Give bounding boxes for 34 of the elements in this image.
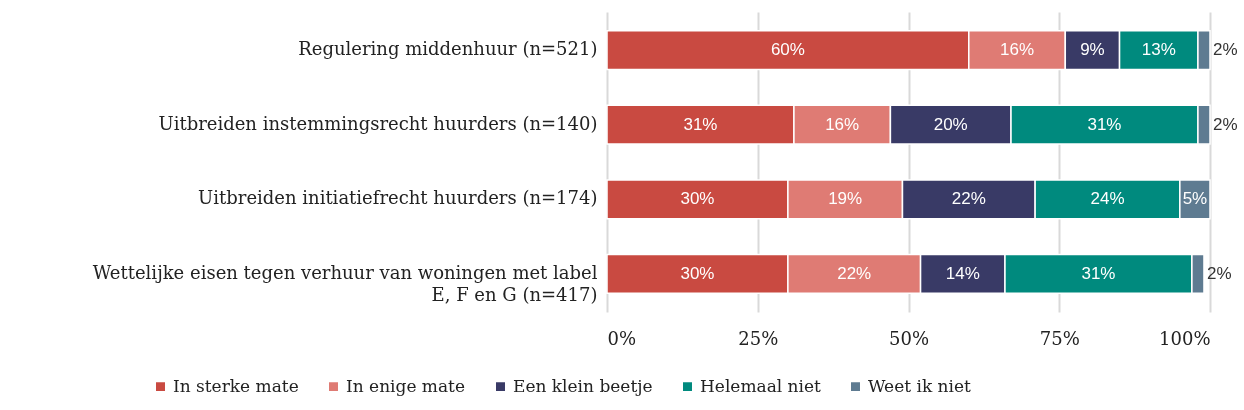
x-tick-label: 0% [607, 327, 637, 349]
data-label: 2% [1213, 114, 1238, 134]
data-label: 30% [680, 189, 715, 209]
data-label: 31% [1087, 114, 1122, 134]
y-tick-label: Uitbreiden initiatiefrecht huurders (n=174) [198, 187, 598, 209]
legend-label: In sterke mate [173, 375, 299, 396]
data-label: 31% [683, 114, 718, 134]
x-tick-label: 25% [738, 327, 779, 349]
data-label: 16% [1000, 40, 1035, 60]
x-tick-label: 50% [888, 327, 930, 349]
legend-label: Weet ik niet [868, 375, 972, 396]
data-label: 30% [680, 263, 715, 283]
data-label: 24% [1090, 189, 1125, 209]
data-label: 31% [1081, 263, 1116, 283]
data-label: 9% [1080, 40, 1105, 60]
data-label: 20% [933, 114, 968, 134]
data-label: 22% [837, 263, 872, 283]
data-label: 16% [825, 114, 860, 134]
data-label: 60% [770, 40, 805, 60]
legend-label: In enige mate [346, 375, 466, 396]
data-label: 2% [1213, 40, 1238, 60]
x-tick-label: 100% [1159, 327, 1211, 349]
data-label: 22% [951, 189, 986, 209]
data-label: 5% [1182, 189, 1208, 209]
data-label: 2% [1206, 263, 1232, 283]
y-tick-label: Regulering middenhuur (n=521) [298, 38, 598, 60]
x-tick-label: 75% [1039, 327, 1080, 349]
data-label: 13% [1141, 40, 1176, 60]
y-tick-label: Uitbreiden instemmingsrecht huurders (n=140) [158, 112, 598, 134]
legend-label: Een klein beetje [513, 375, 653, 396]
y-tick-label: Wettelijke eisen tegen verhuur van woningen met label E, F en G (n=417) [92, 261, 598, 305]
data-label: 14% [945, 263, 980, 283]
legend-label: Helemaal niet [700, 375, 822, 396]
data-label: 19% [828, 189, 863, 209]
